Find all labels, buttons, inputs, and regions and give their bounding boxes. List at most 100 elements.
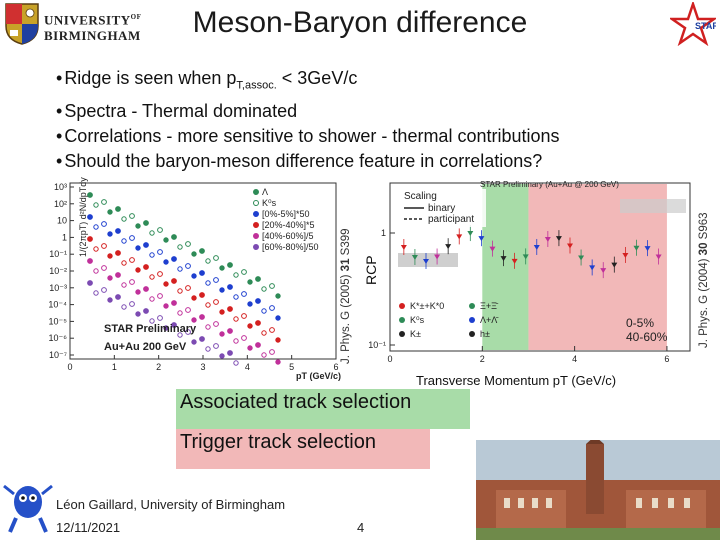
rcp-highlight-region xyxy=(482,184,529,350)
spectra-data-point xyxy=(213,343,219,349)
rcp-legend-label: Ξ+Ξ̄ xyxy=(480,301,499,311)
spectra-data-point xyxy=(101,243,107,249)
rcp-data-point xyxy=(434,254,441,260)
spectra-data-point xyxy=(205,280,211,286)
spectra-data-point xyxy=(255,276,261,282)
spectra-data-point xyxy=(233,316,239,322)
spectra-data-point xyxy=(177,244,183,250)
spectra-data-point xyxy=(247,323,253,329)
rcp-data-point xyxy=(411,255,418,261)
spectra-data-point xyxy=(227,306,233,312)
spectra-data-point xyxy=(143,308,149,314)
spectra-data-point xyxy=(157,271,163,277)
spectra-data-point xyxy=(191,273,197,279)
spectra-data-point xyxy=(143,242,149,248)
rcp-legend: K*±+K*0 K⁰s K± Ξ+Ξ̄ Λ+Λ̄ h± xyxy=(399,301,499,339)
rcp-highlight-regions xyxy=(398,184,686,350)
spectra-data-point xyxy=(269,305,275,311)
rcp-legend-marker xyxy=(469,303,475,309)
spectra-x-tick-label: 1 xyxy=(112,362,117,372)
trigger-track-selection-box: Trigger track selection xyxy=(176,429,430,469)
rcp-y-tick-label: 10⁻¹ xyxy=(368,340,386,350)
rcp-y-tick-label: 1 xyxy=(381,228,386,238)
spectra-data-point xyxy=(135,223,141,229)
spectra-data-point xyxy=(115,250,121,256)
spectra-data-point xyxy=(261,286,267,292)
spectra-y-tick-label: 10² xyxy=(54,199,67,209)
spectra-legend-label: [60%-80%]/50 xyxy=(262,242,319,252)
spectra-data-point xyxy=(163,303,169,309)
spectra-data-point xyxy=(157,315,163,321)
spectra-data-point xyxy=(135,289,141,295)
spectra-y-tick-label: 10 xyxy=(57,216,67,226)
rcp-x-axis-label: Transverse Momentum pT (GeV/c) xyxy=(416,373,616,388)
rcp-participant-label: participant xyxy=(428,214,474,225)
spectra-data-point xyxy=(191,339,197,345)
rcp-y-axis-label: RCP xyxy=(363,255,379,285)
spectra-data-point xyxy=(269,349,275,355)
spectra-data-point xyxy=(135,311,141,317)
spectra-data-point xyxy=(185,329,191,335)
spectra-data-point xyxy=(227,262,233,268)
citation-right: J. Phys. G (2004) 30 S963 xyxy=(698,212,710,348)
spectra-data-point xyxy=(115,272,121,278)
spectra-x-tick-label: 2 xyxy=(156,362,161,372)
spectra-data-point xyxy=(199,248,205,254)
spectra-x-tick-label: 3 xyxy=(200,362,205,372)
spectra-y-tick-label: 10⁻² xyxy=(49,266,67,276)
spectra-data-point xyxy=(135,267,141,273)
spectra-data-point xyxy=(261,330,267,336)
spectra-data-point xyxy=(247,301,253,307)
spectra-legend-marker xyxy=(253,189,259,195)
spectra-data-point xyxy=(107,297,113,303)
spectra-data-point xyxy=(247,279,253,285)
spectra-data-point xyxy=(177,332,183,338)
rcp-centrality-top: 0-5% xyxy=(626,316,654,330)
spectra-data-point xyxy=(101,287,107,293)
spectra-x-tick-label: 4 xyxy=(245,362,250,372)
rcp-data-point xyxy=(644,246,651,252)
spectra-data-point xyxy=(199,270,205,276)
rcp-data-point xyxy=(445,244,452,250)
spectra-data-point xyxy=(205,258,211,264)
spectra-data-point xyxy=(177,288,183,294)
spectra-data-point xyxy=(185,285,191,291)
spectra-data-point xyxy=(275,293,281,299)
spectra-data-point xyxy=(171,256,177,262)
spectra-data-point xyxy=(233,272,239,278)
rcp-data-point xyxy=(567,243,573,249)
spectra-data-point xyxy=(255,342,261,348)
spectra-data-point xyxy=(93,202,99,208)
spectra-data-point xyxy=(149,230,155,236)
spectra-data-point xyxy=(219,353,225,359)
spectra-data-point xyxy=(87,214,93,220)
spectra-data-point xyxy=(149,252,155,258)
rcp-data-point xyxy=(522,254,529,260)
spectra-data-point xyxy=(191,295,197,301)
spectra-data-point xyxy=(185,307,191,313)
spectra-data-point xyxy=(233,338,239,344)
spectra-data-point xyxy=(177,266,183,272)
rcp-data-point xyxy=(578,255,585,261)
spectra-data-point xyxy=(93,246,99,252)
rcp-data-point xyxy=(600,268,607,274)
university-building-photo xyxy=(476,440,720,540)
spectra-data-point xyxy=(171,300,177,306)
page-number: 4 xyxy=(357,520,365,535)
spectra-data-point xyxy=(129,235,135,241)
spectra-data-point xyxy=(163,325,169,331)
spectra-y-tick-label: 10⁻¹ xyxy=(49,249,67,259)
rcp-legend-label: K± xyxy=(410,329,421,339)
spectra-data-point xyxy=(121,238,127,244)
spectra-legend-marker xyxy=(253,211,259,217)
associated-track-selection-box: Associated track selection xyxy=(176,389,470,429)
spectra-y-tick-label: 10⁻³ xyxy=(49,283,67,293)
spectra-data-point xyxy=(163,237,169,243)
spectra-x-axis-label: pT (GeV/c) xyxy=(296,371,341,381)
rcp-data-point xyxy=(589,265,596,271)
bullet-item: Should the baryon-meson difference featu… xyxy=(56,149,560,174)
spectra-data-point xyxy=(121,216,127,222)
spectra-data-point xyxy=(227,284,233,290)
spectra-data-point xyxy=(143,264,149,270)
spectra-y-tick-label: 10³ xyxy=(54,182,67,192)
